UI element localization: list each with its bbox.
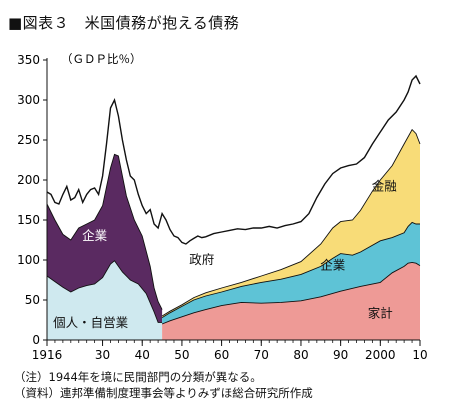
x-tick-label: 90	[333, 348, 348, 362]
line-corporate-pre	[46, 153, 163, 310]
line-household-pre	[46, 260, 163, 323]
y-tick-label: 100	[17, 253, 40, 267]
area-label: 個人・自営業	[53, 315, 129, 330]
footnote-source: （資料）連邦準備制度理事会等よりみずほ総合研究所作成	[14, 386, 313, 400]
area-label: 政府	[189, 252, 214, 267]
x-tick-label: 30	[95, 348, 110, 362]
footnote-note: （注）1944年を境に民間部門の分類が異なる。	[14, 370, 262, 384]
x-tick-label: 10	[412, 348, 427, 362]
x-tick-label: 50	[174, 348, 189, 362]
x-tick-label: 60	[214, 348, 229, 362]
y-tick-label: 150	[17, 213, 40, 227]
y-tick-label: 300	[17, 93, 40, 107]
chart-lines	[46, 74, 421, 325]
chart-title: ■図表３ 米国債務が抱える債務	[8, 14, 240, 32]
y-tick-label: 250	[17, 133, 40, 147]
line-finance	[161, 128, 421, 317]
chart-areas	[47, 129, 420, 340]
y-tick-label: 0	[32, 333, 40, 347]
area-label: 家計	[368, 306, 393, 321]
x-tick-label: 80	[293, 348, 308, 362]
y-tick-label: 200	[17, 173, 40, 187]
area-label: 企業	[320, 258, 346, 273]
line-household	[161, 261, 421, 325]
chart-axes: 0 50 100 150 200 250 300 350 1916 30 40 50 60 70 80 90 2…	[17, 52, 428, 362]
area-household-pre	[47, 260, 163, 340]
x-tick-label: 2000	[365, 348, 396, 362]
area-household	[162, 262, 420, 340]
line-government	[46, 74, 421, 245]
x-tick-label: 40	[135, 348, 150, 362]
x-tick-label: 70	[254, 348, 269, 362]
x-tick-label: 1916	[32, 348, 63, 362]
area-label: 金融	[372, 178, 398, 193]
line-corporate	[161, 221, 420, 318]
area-finance	[162, 129, 420, 318]
area-corporate	[162, 222, 420, 324]
y-axis-label: （ＧＤＰ比％）	[61, 52, 142, 66]
area-label: 企業	[82, 228, 108, 243]
area-corporate-pre	[47, 154, 163, 323]
y-tick-label: 50	[25, 293, 40, 307]
y-tick-label: 350	[17, 53, 40, 67]
